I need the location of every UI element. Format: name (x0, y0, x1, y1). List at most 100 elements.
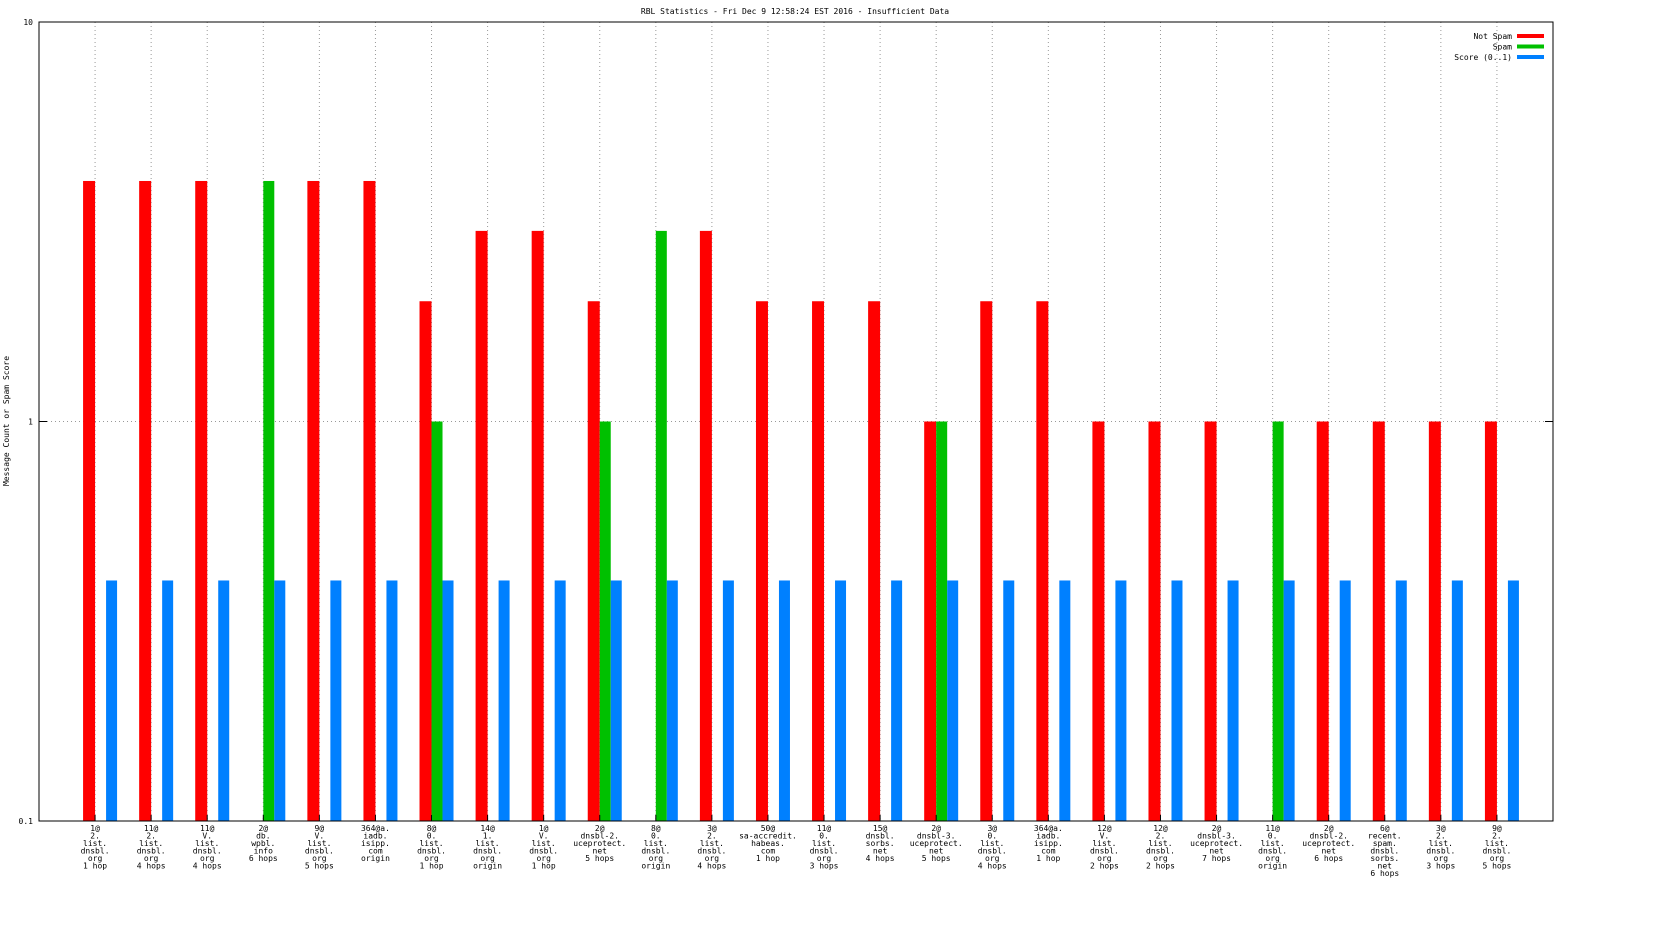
x-tick-label: 1@ (90, 824, 100, 833)
x-tick-label: list. (1485, 839, 1509, 848)
x-tick-label: dnsbl-2. (1309, 832, 1348, 841)
x-tick-label: 12@ (1153, 824, 1168, 833)
x-tick-label: habeas. (751, 839, 785, 848)
x-tick-label: 2. (1436, 832, 1446, 841)
x-tick-label: 8@ (651, 824, 661, 833)
x-tick-label: net (1321, 847, 1336, 856)
x-tick-label: 1 hop (756, 854, 780, 863)
bar (1395, 580, 1407, 821)
x-tick-label: net (873, 847, 888, 856)
x-tick-label: recent. (1368, 832, 1402, 841)
x-tick-label: list. (1429, 839, 1453, 848)
x-tick-label: 1 hop (83, 862, 107, 871)
legend-swatch (1517, 44, 1544, 49)
x-tick-label: dnsbl. (1146, 847, 1175, 856)
x-tick-label: V. (539, 832, 549, 841)
bar (106, 580, 118, 821)
x-tick-label: iadb. (363, 832, 387, 841)
x-tick-label: 0. (1268, 832, 1278, 841)
bar (835, 580, 847, 821)
x-tick-label: 4 hops (978, 862, 1007, 871)
y-tick-label: 0.1 (19, 817, 34, 826)
x-tick-label: 50@ (761, 824, 776, 833)
x-tick-label: org (1153, 854, 1168, 863)
x-tick-label: dnsbl-3. (1197, 832, 1236, 841)
x-tick-label: 3 hops (1426, 862, 1455, 871)
bar (1003, 580, 1015, 821)
x-tick-label: list. (83, 839, 107, 848)
x-tick-label: 5 hops (922, 854, 951, 863)
x-tick-label: info (254, 847, 273, 856)
x-tick-label: 0. (651, 832, 661, 841)
bar (755, 301, 768, 821)
x-tick-label: 2. (90, 832, 100, 841)
x-tick-label: dnsbl. (978, 847, 1007, 856)
chart-title: RBL Statistics - Fri Dec 9 12:58:24 EST … (641, 7, 949, 16)
x-tick-label: 3 hops (810, 862, 839, 871)
bar (599, 421, 611, 821)
x-tick-label: dnsbl. (529, 847, 558, 856)
x-tick-label: list. (644, 839, 668, 848)
bar (363, 180, 376, 821)
plot-frame (38, 21, 1554, 822)
x-tick-label: 2@ (1324, 824, 1334, 833)
x-tick-label: 6 hops (1314, 854, 1343, 863)
x-tick-label: dnsbl. (305, 847, 334, 856)
x-tick-label: 5 hops (305, 862, 334, 871)
x-tick-label: V. (1100, 832, 1110, 841)
bar (307, 180, 320, 821)
x-tick-label: uceprotect. (1190, 839, 1243, 848)
bar (666, 580, 678, 821)
x-tick-label: 5 hops (585, 854, 614, 863)
x-tick-label: dnsbl-3. (917, 832, 956, 841)
x-tick-label: dnsbl. (1258, 847, 1287, 856)
x-tick-label: org (424, 854, 439, 863)
x-tick-label: 11@ (817, 824, 832, 833)
x-tick-label: origin (1258, 862, 1287, 871)
bar (610, 580, 622, 821)
x-tick-label: uceprotect. (910, 839, 963, 848)
x-tick-label: 6 hops (249, 854, 278, 863)
x-tick-label: 2. (1156, 832, 1166, 841)
bar (1316, 421, 1329, 821)
x-tick-label: org (88, 854, 103, 863)
x-tick-label: org (985, 854, 1000, 863)
legend-swatch (1517, 55, 1544, 59)
x-tick-label: list. (476, 839, 500, 848)
x-tick-label: org (144, 854, 159, 863)
bar (498, 580, 510, 821)
bar (1272, 421, 1284, 821)
x-tick-label: org (1434, 854, 1449, 863)
x-tick-label: org (1097, 854, 1112, 863)
bar (812, 301, 825, 821)
x-tick-label: net (593, 847, 608, 856)
bar (699, 230, 712, 821)
x-tick-label: iadb. (1036, 832, 1060, 841)
legend-label: Not Spam (1473, 32, 1512, 41)
x-tick-label: net (1209, 847, 1224, 856)
bar (83, 180, 96, 821)
bar (1372, 421, 1385, 821)
x-tick-label: 0. (987, 832, 997, 841)
x-tick-label: 2@ (258, 824, 268, 833)
bar (1059, 580, 1071, 821)
x-tick-label: 7 hops (1202, 854, 1231, 863)
x-tick-label: 3@ (707, 824, 717, 833)
x-tick-label: list. (195, 839, 219, 848)
x-tick-label: dnsbl. (697, 847, 726, 856)
x-tick-label: 2@ (595, 824, 605, 833)
x-tick-label: 2 hops (1090, 862, 1119, 871)
bar (386, 580, 398, 821)
bar (868, 301, 881, 821)
x-tick-label: org (480, 854, 495, 863)
x-tick-label: 3@ (987, 824, 997, 833)
bar (1092, 421, 1105, 821)
bar (419, 301, 432, 821)
x-tick-label: list. (419, 839, 443, 848)
x-tick-label: dnsbl. (137, 847, 166, 856)
y-tick-label: 10 (23, 18, 33, 27)
bar (891, 580, 903, 821)
x-tick-label: sa-accredit. (739, 832, 797, 841)
x-tick-label: dnsbl. (417, 847, 446, 856)
